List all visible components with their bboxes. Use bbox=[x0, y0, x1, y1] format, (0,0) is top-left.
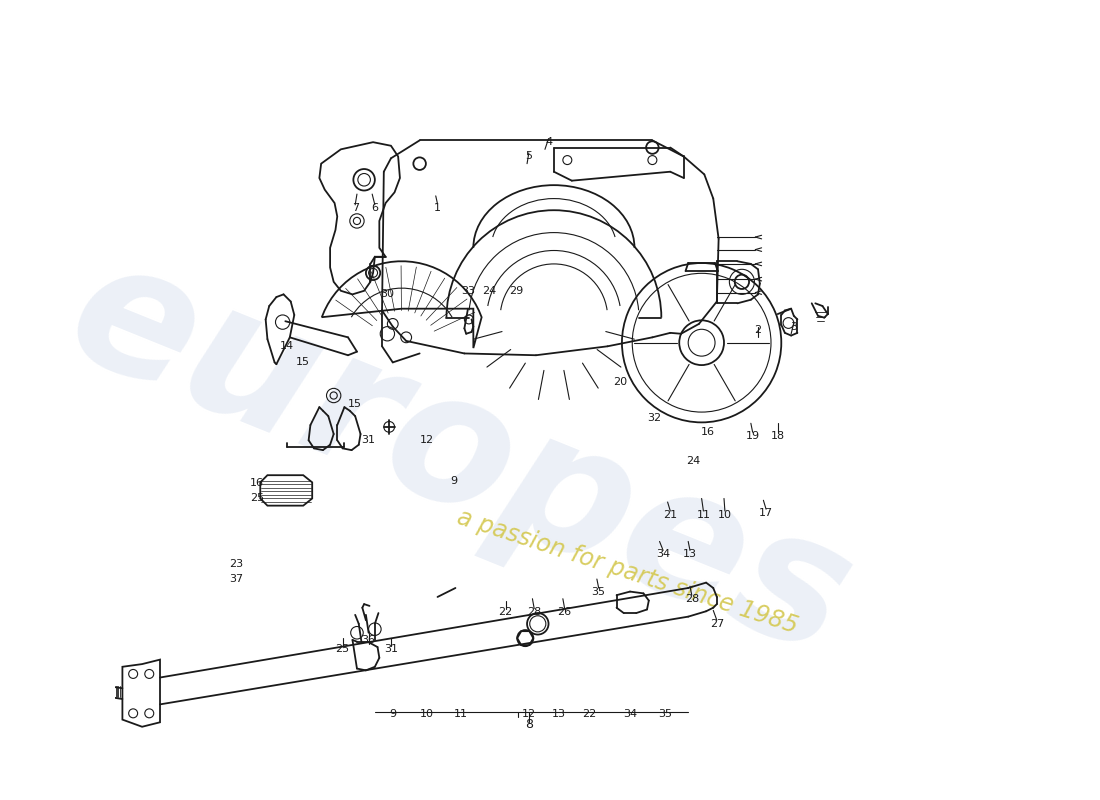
Text: 20: 20 bbox=[613, 377, 627, 387]
Text: 3: 3 bbox=[790, 322, 798, 331]
Text: 22: 22 bbox=[583, 710, 597, 719]
Text: 28: 28 bbox=[527, 607, 541, 617]
Text: 27: 27 bbox=[710, 619, 724, 629]
Text: 17: 17 bbox=[759, 508, 773, 518]
Text: 37: 37 bbox=[229, 574, 243, 584]
Text: 14: 14 bbox=[280, 342, 294, 351]
Text: 26: 26 bbox=[558, 607, 572, 617]
Text: 24: 24 bbox=[482, 286, 496, 296]
Text: 2: 2 bbox=[755, 325, 761, 335]
Text: 34: 34 bbox=[623, 710, 637, 719]
Text: 24: 24 bbox=[686, 456, 701, 466]
Text: 12: 12 bbox=[521, 710, 536, 719]
Text: 5: 5 bbox=[526, 151, 532, 162]
Text: 25: 25 bbox=[336, 644, 350, 654]
Text: 31: 31 bbox=[384, 644, 398, 654]
Text: 36: 36 bbox=[362, 635, 375, 645]
Text: 28: 28 bbox=[684, 594, 699, 604]
Text: 15: 15 bbox=[349, 399, 362, 410]
Text: 19: 19 bbox=[746, 431, 760, 441]
Text: 25: 25 bbox=[250, 494, 264, 503]
Text: 22: 22 bbox=[498, 607, 513, 617]
Text: 6: 6 bbox=[372, 203, 378, 214]
Text: 35: 35 bbox=[592, 586, 606, 597]
Text: 30: 30 bbox=[381, 290, 395, 299]
Text: 15: 15 bbox=[296, 358, 310, 367]
Text: 13: 13 bbox=[552, 710, 567, 719]
Text: 4: 4 bbox=[544, 137, 552, 147]
Text: a passion for parts since 1985: a passion for parts since 1985 bbox=[454, 506, 801, 638]
Text: 29: 29 bbox=[509, 286, 524, 296]
Text: 10: 10 bbox=[718, 510, 732, 519]
Text: 1: 1 bbox=[434, 202, 441, 213]
Text: 13: 13 bbox=[683, 549, 697, 559]
Text: 31: 31 bbox=[361, 435, 375, 446]
Text: 16: 16 bbox=[250, 478, 264, 488]
Text: 9: 9 bbox=[389, 710, 396, 719]
Text: 18: 18 bbox=[771, 431, 784, 441]
Text: 9: 9 bbox=[450, 475, 458, 486]
Text: 35: 35 bbox=[658, 710, 672, 719]
Text: 11: 11 bbox=[696, 510, 711, 519]
Text: 34: 34 bbox=[656, 549, 670, 559]
Text: 11: 11 bbox=[454, 710, 467, 719]
Text: europes: europes bbox=[45, 222, 874, 693]
Text: 8: 8 bbox=[525, 718, 532, 730]
Text: 12: 12 bbox=[420, 435, 433, 446]
Text: 21: 21 bbox=[663, 510, 678, 519]
Text: 10: 10 bbox=[420, 710, 433, 719]
Text: 7: 7 bbox=[352, 203, 359, 214]
Text: 23: 23 bbox=[229, 559, 243, 569]
Text: 16: 16 bbox=[701, 427, 715, 438]
Text: 33: 33 bbox=[461, 286, 475, 296]
Text: 32: 32 bbox=[647, 413, 661, 423]
